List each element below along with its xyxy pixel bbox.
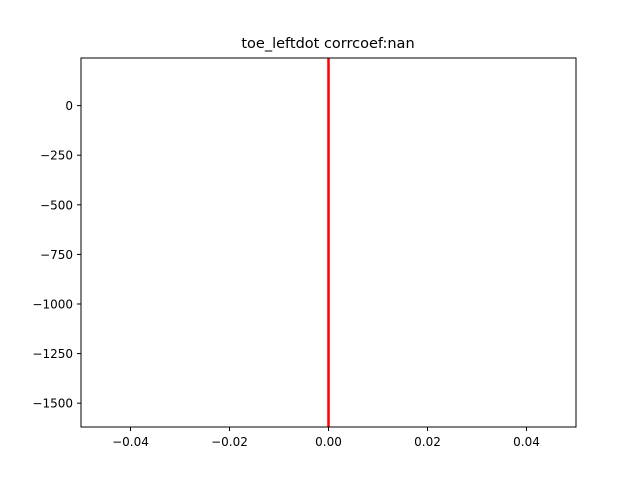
x-tick-label: −0.02 xyxy=(211,435,248,449)
y-tick-label: −250 xyxy=(40,149,73,163)
x-tick-label: 0.00 xyxy=(315,435,342,449)
y-tick-label: −500 xyxy=(40,198,73,212)
x-tick-label: −0.04 xyxy=(112,435,149,449)
x-tick-label: 0.02 xyxy=(414,435,441,449)
y-tick-label: −750 xyxy=(40,248,73,262)
y-tick-label: −1000 xyxy=(32,298,73,312)
axis-ticks: −0.04 −0.02 0.00 0.02 0.04 0 −250 −500 −750 −1000… xyxy=(32,99,539,449)
y-tick-label: 0 xyxy=(65,99,73,113)
axes-frame xyxy=(80,57,577,428)
chart-title: toe_leftdot corrcoef:nan xyxy=(241,36,414,52)
y-tick-label: −1500 xyxy=(32,397,73,411)
y-tick-label: −1250 xyxy=(32,347,73,361)
x-tick-label: 0.04 xyxy=(513,435,540,449)
